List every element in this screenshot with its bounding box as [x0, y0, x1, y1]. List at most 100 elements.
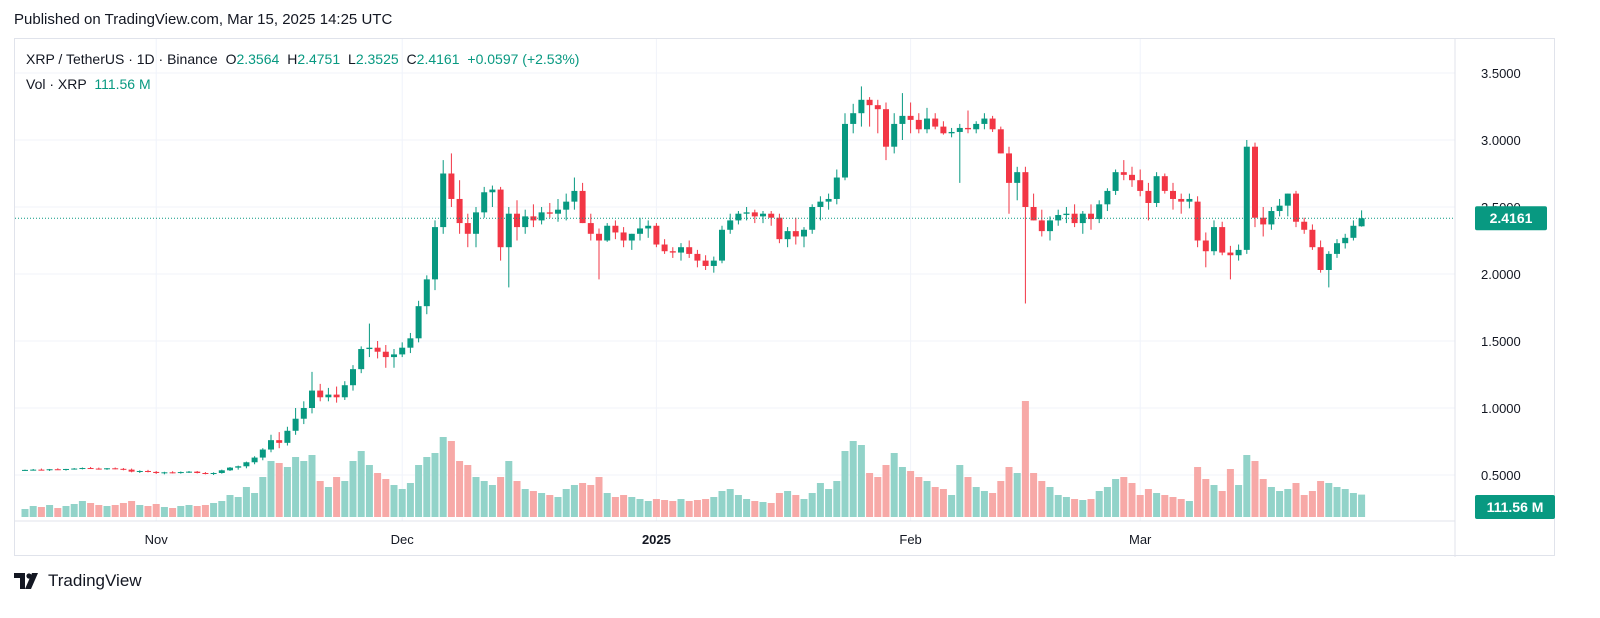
volume-bar [1054, 495, 1062, 517]
candle-body [981, 118, 988, 124]
candle-body [177, 472, 184, 474]
volume-bar [152, 504, 160, 517]
candle-body [161, 472, 168, 474]
candle-body [612, 225, 619, 233]
x-tick-label: Feb [899, 532, 921, 547]
candle-body [686, 247, 693, 254]
volume-bar [849, 441, 857, 517]
candle-body [1129, 174, 1135, 181]
volume-bar [1251, 461, 1259, 517]
volume-bar [513, 481, 521, 517]
volume-bar [874, 477, 882, 517]
candle-body [1055, 215, 1062, 221]
candle-body [924, 118, 930, 130]
candle-body [317, 390, 324, 398]
candle-body [1325, 253, 1332, 270]
candle-body [243, 462, 250, 467]
volume-bar [1087, 499, 1095, 517]
candle-body [1153, 176, 1160, 203]
candle-body [1211, 227, 1217, 252]
candle-body [678, 247, 684, 253]
volume-bar [1161, 495, 1169, 517]
candle-body [358, 349, 365, 370]
x-tick-label: 2025 [642, 532, 671, 547]
volume-bar [718, 491, 726, 517]
candle-body [604, 225, 611, 241]
candle-body [661, 244, 668, 252]
candle-body [907, 115, 914, 120]
candle-body [309, 390, 315, 408]
candle-body [202, 472, 209, 474]
candle-body [1252, 146, 1258, 218]
volume-bar [136, 505, 144, 517]
volume-bar [857, 445, 865, 517]
close-label: C [406, 51, 417, 67]
candle-body [1202, 240, 1209, 252]
high-value: 2.4751 [297, 51, 341, 67]
candle-body [505, 213, 512, 248]
volume-bar [464, 465, 472, 517]
candle-body [850, 113, 857, 124]
volume-bar [333, 477, 341, 517]
candle-body [210, 472, 217, 474]
candle-body [874, 105, 881, 110]
volume-bar [374, 473, 382, 517]
candle-body [1317, 247, 1324, 270]
volume-bar [1038, 481, 1046, 517]
volume-bar [972, 487, 980, 517]
volume-bar [743, 499, 751, 517]
volume-bar [898, 467, 906, 517]
candle-body [1227, 252, 1234, 256]
candle-body [1030, 207, 1037, 221]
candle-body [530, 216, 537, 221]
candle-body [1186, 198, 1193, 202]
volume-bar [201, 505, 209, 517]
volume-bar [1128, 483, 1136, 517]
candle-body [46, 469, 53, 471]
volume-bar [734, 495, 742, 517]
candlestick-chart[interactable]: 3.50003.00002.50002.00001.50001.00000.50… [15, 39, 1556, 557]
candle-body [825, 198, 832, 202]
volume-bar [759, 502, 767, 517]
candle-body [653, 225, 660, 245]
candle-body [87, 468, 94, 470]
candle-body [227, 467, 233, 471]
volume-bar [210, 503, 218, 517]
candle-body [768, 213, 775, 218]
candle-body [751, 212, 758, 217]
volume-bar [415, 465, 423, 517]
volume-bar [357, 451, 365, 517]
candle-body [1309, 229, 1316, 248]
candle-body [702, 260, 709, 266]
volume-bar [111, 505, 119, 517]
volume-bar [1005, 467, 1013, 517]
candle-body [735, 213, 742, 221]
candle-body [1219, 227, 1226, 253]
candle-body [292, 418, 299, 431]
volume-bar [915, 477, 923, 517]
volume-bar [398, 489, 406, 517]
candle-body [153, 471, 160, 473]
volume-bar [283, 467, 291, 517]
tradingview-logo[interactable]: TradingView [14, 571, 142, 591]
candle-body [1038, 220, 1045, 232]
candle-body [965, 127, 971, 130]
candle-body [727, 220, 734, 230]
volume-bar [1226, 469, 1234, 517]
volume-bar [1071, 499, 1079, 517]
symbol-legend: XRP / TetherUS · 1D · Binance O2.3564 H2… [26, 51, 579, 67]
candle-body [464, 223, 471, 234]
price-badge-text: 2.4161 [1490, 210, 1533, 226]
volume-bar [160, 507, 168, 517]
volume-bar [1284, 489, 1292, 517]
tradingview-logo-icon [14, 573, 38, 589]
candle-body [932, 118, 939, 127]
volume-value: 111.56 M [94, 76, 151, 92]
volume-bar [726, 489, 734, 517]
volume-bar [1120, 477, 1128, 517]
candle-body [30, 469, 37, 471]
candle-body [259, 449, 266, 458]
volume-bar [365, 465, 373, 517]
candle-body [325, 394, 332, 398]
candle-body [497, 189, 504, 248]
